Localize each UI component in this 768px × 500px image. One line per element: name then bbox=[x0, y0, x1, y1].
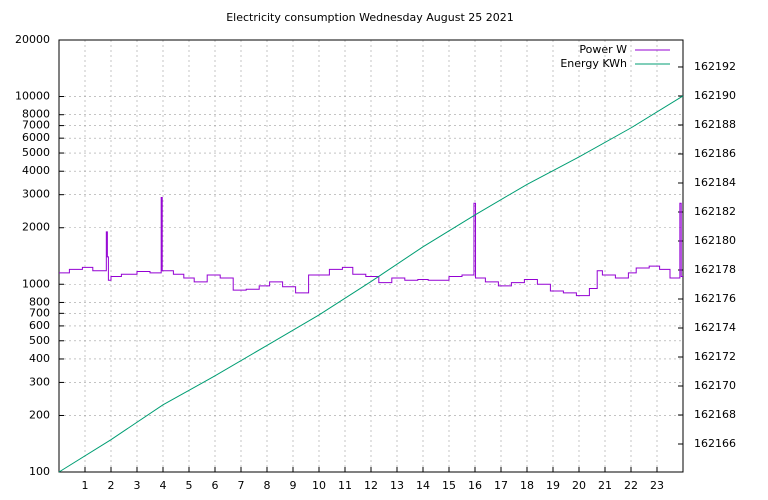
y2-tick-label: 162180 bbox=[694, 234, 736, 247]
y-tick-label: 1000 bbox=[22, 277, 50, 290]
y2-tick-label: 162186 bbox=[694, 147, 736, 160]
y-tick-label: 600 bbox=[29, 319, 50, 332]
x-tick-label: 6 bbox=[212, 479, 219, 492]
y-tick-label: 4000 bbox=[22, 164, 50, 177]
x-tick-label: 23 bbox=[650, 479, 664, 492]
x-tick-label: 19 bbox=[546, 479, 560, 492]
x-tick-label: 1 bbox=[82, 479, 89, 492]
y2-tick-label: 162182 bbox=[694, 205, 736, 218]
series-line bbox=[58, 95, 684, 473]
x-tick-label: 14 bbox=[416, 479, 430, 492]
legend-label: Energy KWh bbox=[560, 57, 627, 70]
y-tick-label: 10000 bbox=[15, 90, 50, 103]
y-tick-label: 20000 bbox=[15, 33, 50, 46]
y2-tick-label: 162172 bbox=[694, 350, 736, 363]
x-tick-label: 3 bbox=[134, 479, 141, 492]
x-tick-label: 18 bbox=[520, 479, 534, 492]
y-tick-label: 3000 bbox=[22, 188, 50, 201]
y-tick-label: 8000 bbox=[22, 108, 50, 121]
x-tick-label: 2 bbox=[108, 479, 115, 492]
y2-tick-label: 162178 bbox=[694, 263, 736, 276]
y2-tick-label: 162174 bbox=[694, 321, 736, 334]
y-tick-label: 7000 bbox=[22, 119, 50, 132]
x-tick-label: 15 bbox=[442, 479, 456, 492]
y-tick-label: 2000 bbox=[22, 221, 50, 234]
x-tick-label: 22 bbox=[624, 479, 638, 492]
x-tick-label: 20 bbox=[572, 479, 586, 492]
y2-tick-label: 162168 bbox=[694, 408, 736, 421]
x-tick-label: 13 bbox=[390, 479, 404, 492]
x-tick-label: 4 bbox=[160, 479, 167, 492]
x-tick-label: 17 bbox=[494, 479, 508, 492]
legend-label: Power W bbox=[579, 43, 627, 56]
y-tick-label: 300 bbox=[29, 375, 50, 388]
x-tick-label: 8 bbox=[264, 479, 271, 492]
x-tick-label: 7 bbox=[238, 479, 245, 492]
x-tick-label: 12 bbox=[364, 479, 378, 492]
x-tick-label: 16 bbox=[468, 479, 482, 492]
y2-tick-label: 162176 bbox=[694, 292, 736, 305]
y-tick-label: 5000 bbox=[22, 146, 50, 159]
x-tick-label: 9 bbox=[290, 479, 297, 492]
y-tick-label: 6000 bbox=[22, 131, 50, 144]
plot-frame bbox=[58, 39, 684, 473]
y-tick-label: 100 bbox=[29, 465, 50, 478]
y-tick-label: 700 bbox=[29, 306, 50, 319]
y2-tick-label: 162166 bbox=[694, 437, 736, 450]
y2-tick-label: 162190 bbox=[694, 89, 736, 102]
x-tick-label: 10 bbox=[312, 479, 326, 492]
y2-tick-label: 162184 bbox=[694, 176, 736, 189]
series-line bbox=[59, 196, 683, 297]
x-tick-label: 21 bbox=[598, 479, 612, 492]
y-tick-label: 800 bbox=[29, 295, 50, 308]
x-tick-label: 5 bbox=[186, 479, 193, 492]
chart-title: Electricity consumption Wednesday August… bbox=[226, 11, 514, 24]
y-tick-label: 500 bbox=[29, 334, 50, 347]
y2-tick-label: 162188 bbox=[694, 118, 736, 131]
y-tick-label: 200 bbox=[29, 408, 50, 421]
x-tick-label: 11 bbox=[338, 479, 352, 492]
y2-tick-label: 162170 bbox=[694, 379, 736, 392]
y-tick-label: 400 bbox=[29, 352, 50, 365]
y2-tick-label: 162192 bbox=[694, 60, 736, 73]
